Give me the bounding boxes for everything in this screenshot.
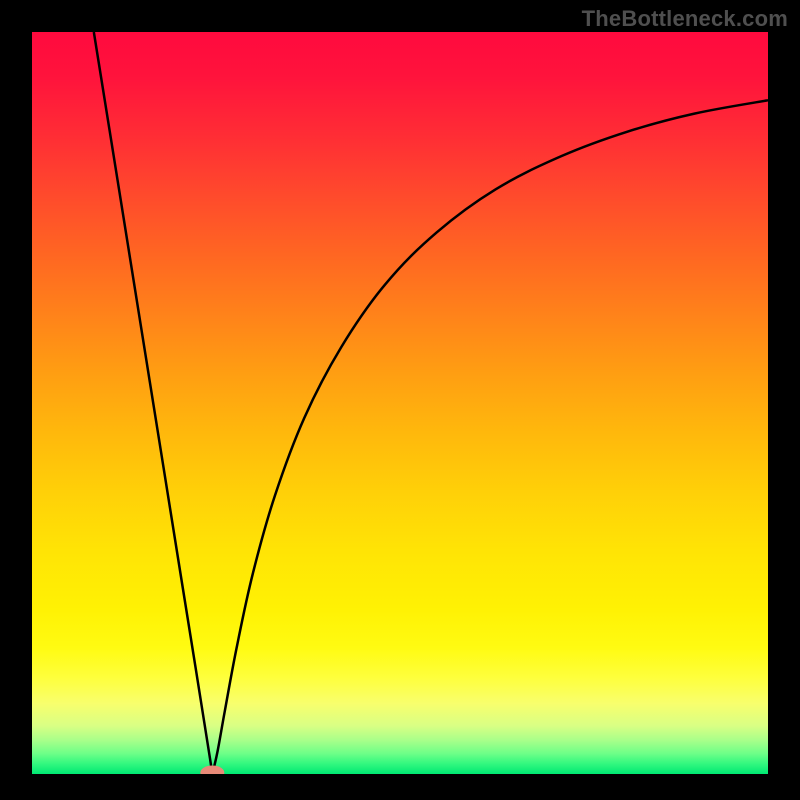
watermark-text: TheBottleneck.com: [582, 6, 788, 32]
chart-background: [32, 32, 768, 774]
chart-container: TheBottleneck.com: [0, 0, 800, 800]
bottleneck-curve-chart: [32, 32, 768, 774]
